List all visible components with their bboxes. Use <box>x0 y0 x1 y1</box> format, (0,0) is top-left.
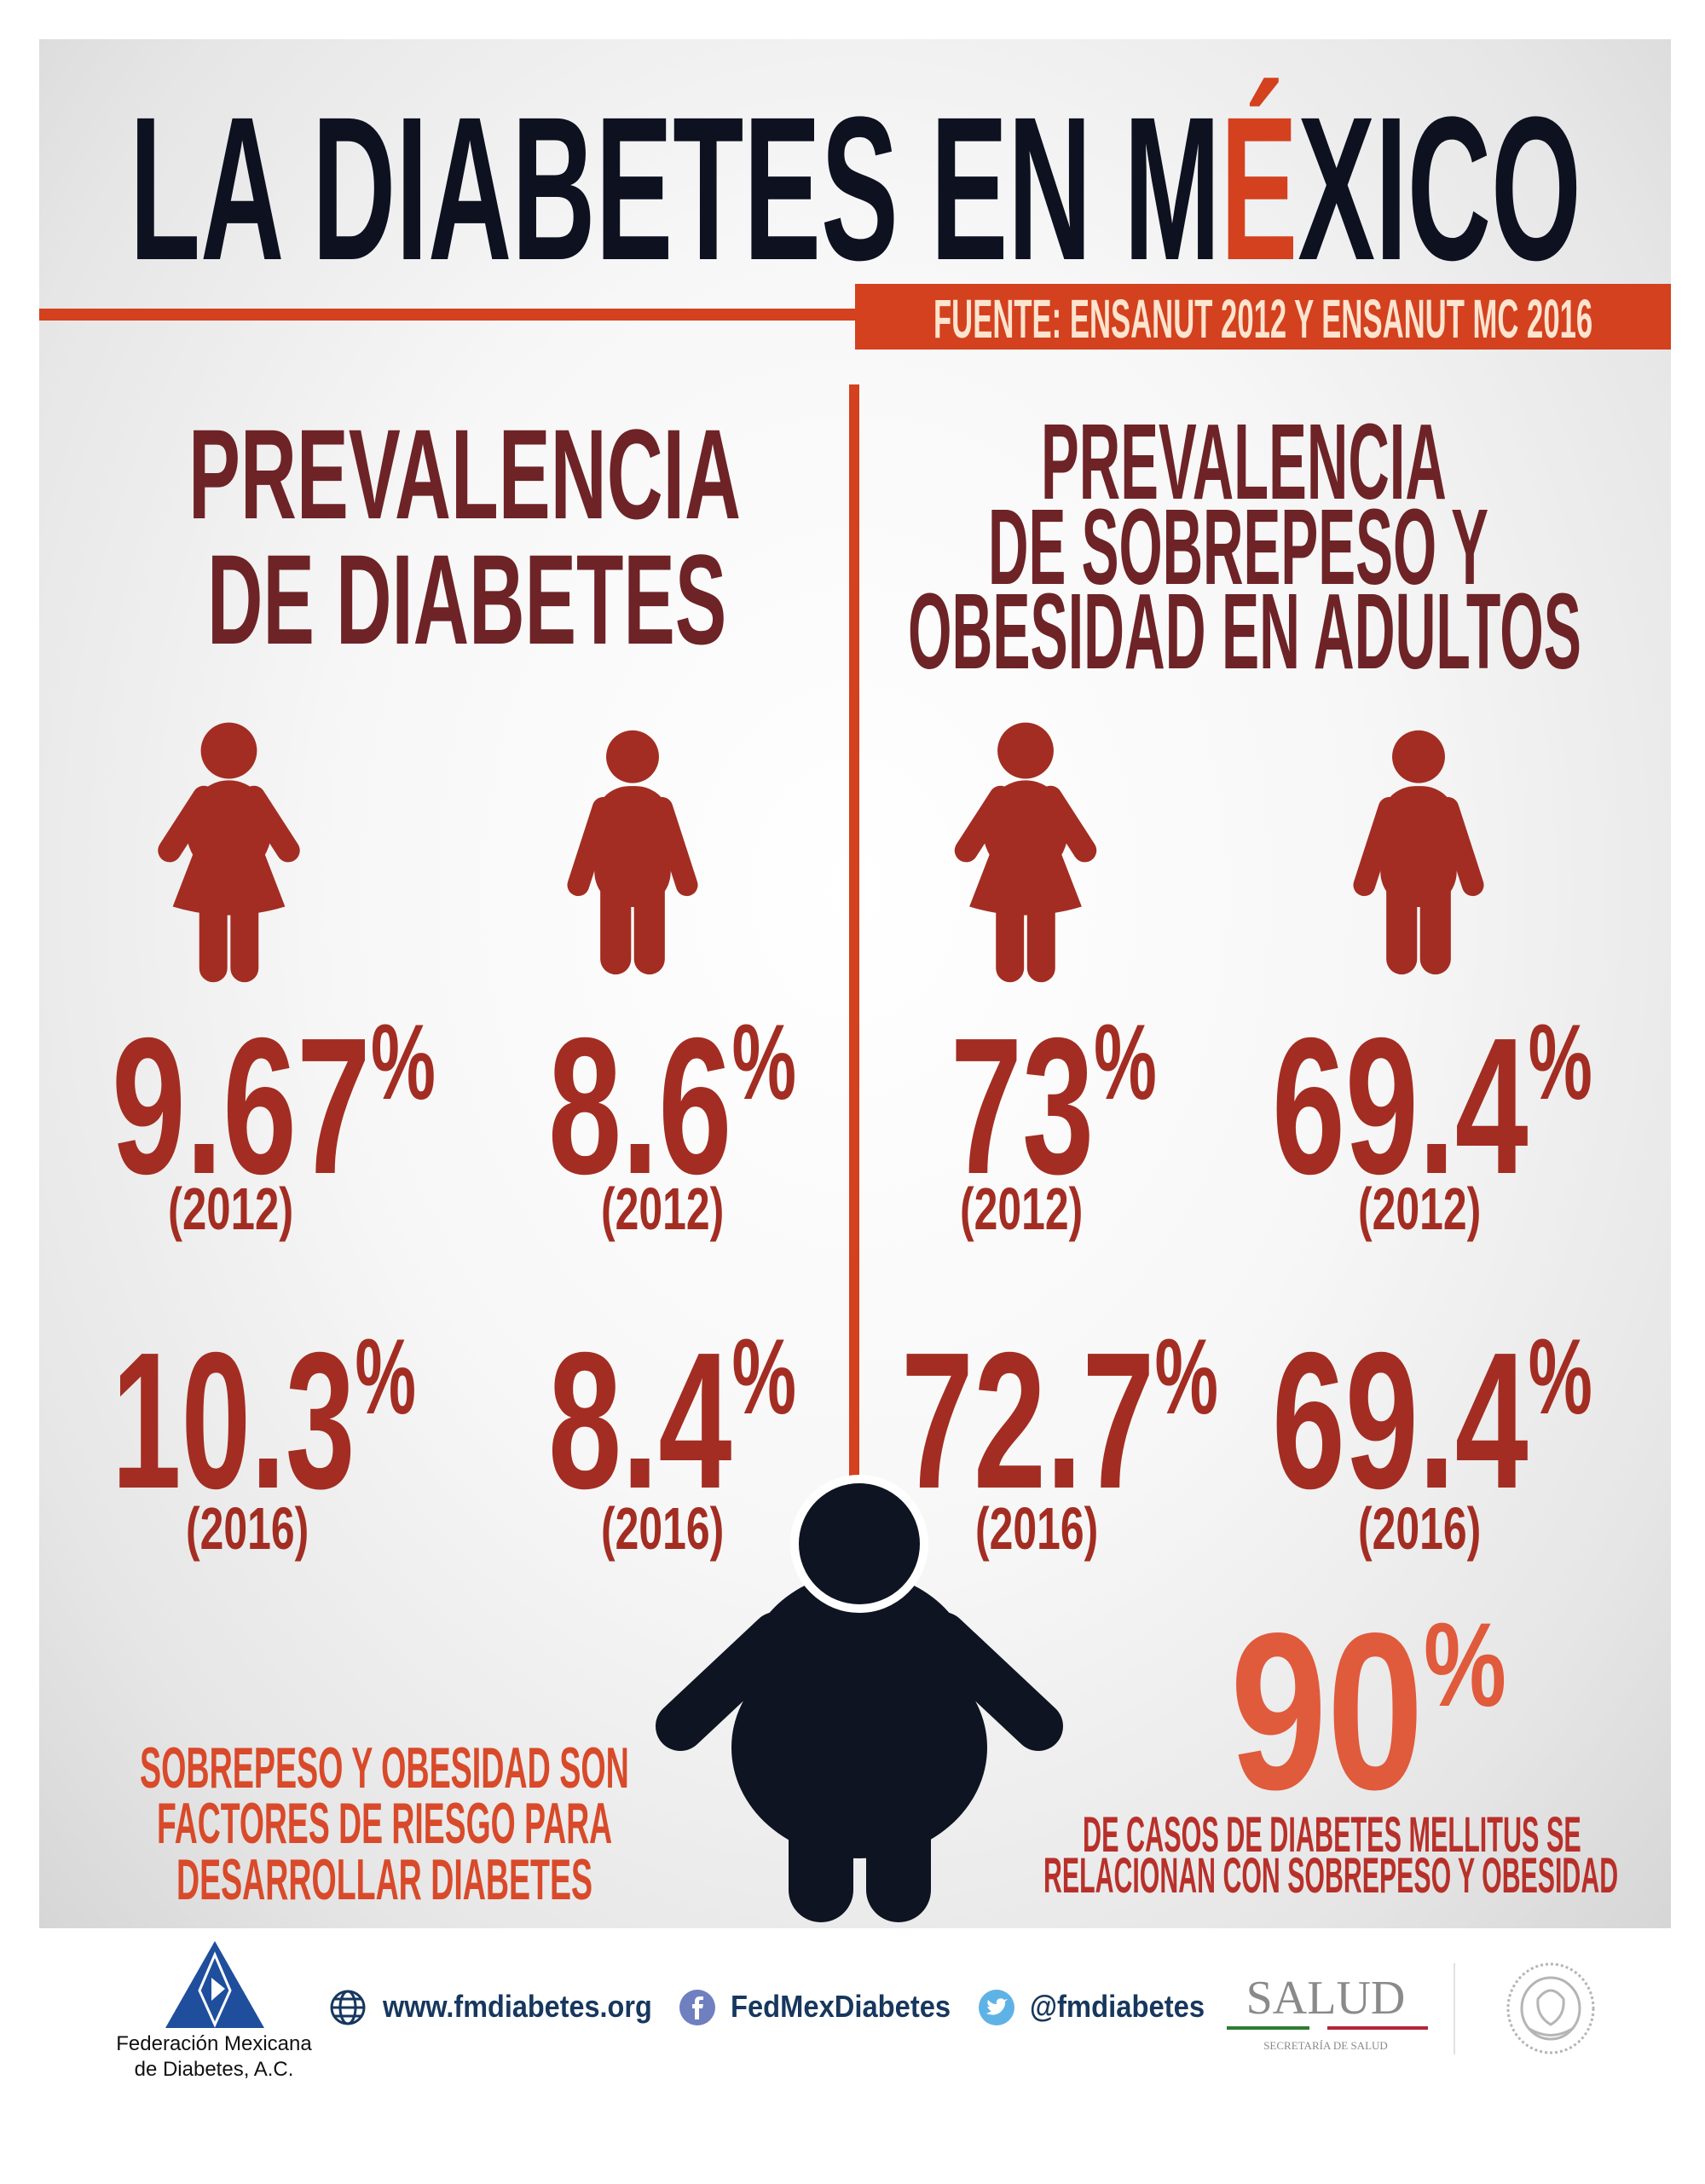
woman-figure-icon <box>954 722 1097 983</box>
salud-subtitle: SECRETARÍA DE SALUD <box>1263 2039 1388 2052</box>
twitter-link[interactable]: @fmdiabetes <box>1030 1989 1205 2024</box>
diabetes-heading-line-1: PREVALENCIA <box>188 402 741 546</box>
diabetes-heading-line-2: DE DIABETES <box>207 528 727 671</box>
year-label: (2016) <box>1358 1495 1482 1562</box>
website-link[interactable]: www.fmdiabetes.org <box>383 1989 652 2024</box>
overweight-heading-line-1: PREVALENCIA <box>1041 402 1447 522</box>
footer-divider <box>1454 1963 1455 2054</box>
risk-note-line-3: DESARROLLAR DIABETES <box>176 1847 593 1912</box>
header-rule <box>39 309 858 321</box>
title-text: LA DIABETES EN M <box>130 74 1221 303</box>
stat-diabetes-women-2012: 9.67% <box>112 998 436 1215</box>
facebook-link-box: FedMexDiabetes <box>731 1989 951 2024</box>
mexico-seal-icon <box>1506 1962 1595 2054</box>
year-label: (2012) <box>168 1176 294 1242</box>
stat-diabetes-men-2012: 8.6% <box>548 998 797 1215</box>
stat-overweight-women-2016: 72.7% <box>901 1313 1218 1529</box>
title-accent-letter: É <box>1220 74 1298 303</box>
risk-note-line-1: SOBREPESO Y OBESIDAD SON <box>140 1736 629 1800</box>
year-label: (2016) <box>186 1495 309 1562</box>
salud-green-bar <box>1227 2026 1309 2030</box>
page-title: LA DIABETES EN MÉXICO <box>130 86 1581 291</box>
stat-overweight-women-2012: 73% <box>951 998 1157 1215</box>
org-name-line-2: de Diabetes, A.C. <box>134 2058 294 2081</box>
twitter-link-box: @fmdiabetes <box>1030 1989 1205 2024</box>
fmd-logo-icon <box>165 1941 264 2028</box>
globe-icon <box>330 1990 366 2025</box>
risk-note-line-2: FACTORES DE RIESGO PARA <box>157 1791 613 1856</box>
cases-percentage: 90% <box>1230 1586 1506 1836</box>
cases-line-2: RELACIONAN CON SOBREPESO Y OBESIDAD <box>1043 1848 1619 1904</box>
overweight-heading-line-3: OBESIDAD EN ADULTOS <box>908 571 1581 691</box>
twitter-icon <box>979 1990 1014 2025</box>
stat-diabetes-men-2016: 8.4% <box>548 1313 797 1529</box>
year-label: (2016) <box>601 1495 725 1562</box>
org-name-line-1: Federación Mexicana <box>116 2032 312 2055</box>
facebook-icon <box>679 1990 715 2025</box>
year-label: (2012) <box>601 1176 725 1242</box>
year-label: (2012) <box>960 1176 1084 1242</box>
source-text: FUENTE: ENSANUT 2012 Y ENSANUT MC 2016 <box>933 288 1593 350</box>
stat-overweight-men-2016: 69.4% <box>1272 1313 1592 1529</box>
man-figure-icon <box>567 730 698 975</box>
stat-diabetes-women-2016: 10.3% <box>112 1313 416 1529</box>
facebook-link[interactable]: FedMexDiabetes <box>731 1989 951 2024</box>
obese-person-icon <box>656 1475 1063 1922</box>
cases-line-1: DE CASOS DE DIABETES MELLITUS SE <box>1083 1807 1581 1863</box>
man-figure-icon <box>1353 730 1484 975</box>
year-label: (2016) <box>975 1495 1099 1562</box>
center-divider <box>849 384 859 1484</box>
salud-logo-text: SALUD <box>1246 1972 1406 2025</box>
title-text-end: XICO <box>1298 74 1581 303</box>
year-label: (2012) <box>1358 1176 1482 1242</box>
stat-overweight-men-2012: 69.4% <box>1272 998 1592 1215</box>
salud-red-bar <box>1327 2026 1428 2030</box>
website-link-box: www.fmdiabetes.org <box>383 1989 652 2024</box>
woman-figure-icon <box>158 722 300 983</box>
overweight-heading-line-2: DE SOBREPESO Y <box>988 487 1489 607</box>
source-banner <box>855 284 1671 350</box>
